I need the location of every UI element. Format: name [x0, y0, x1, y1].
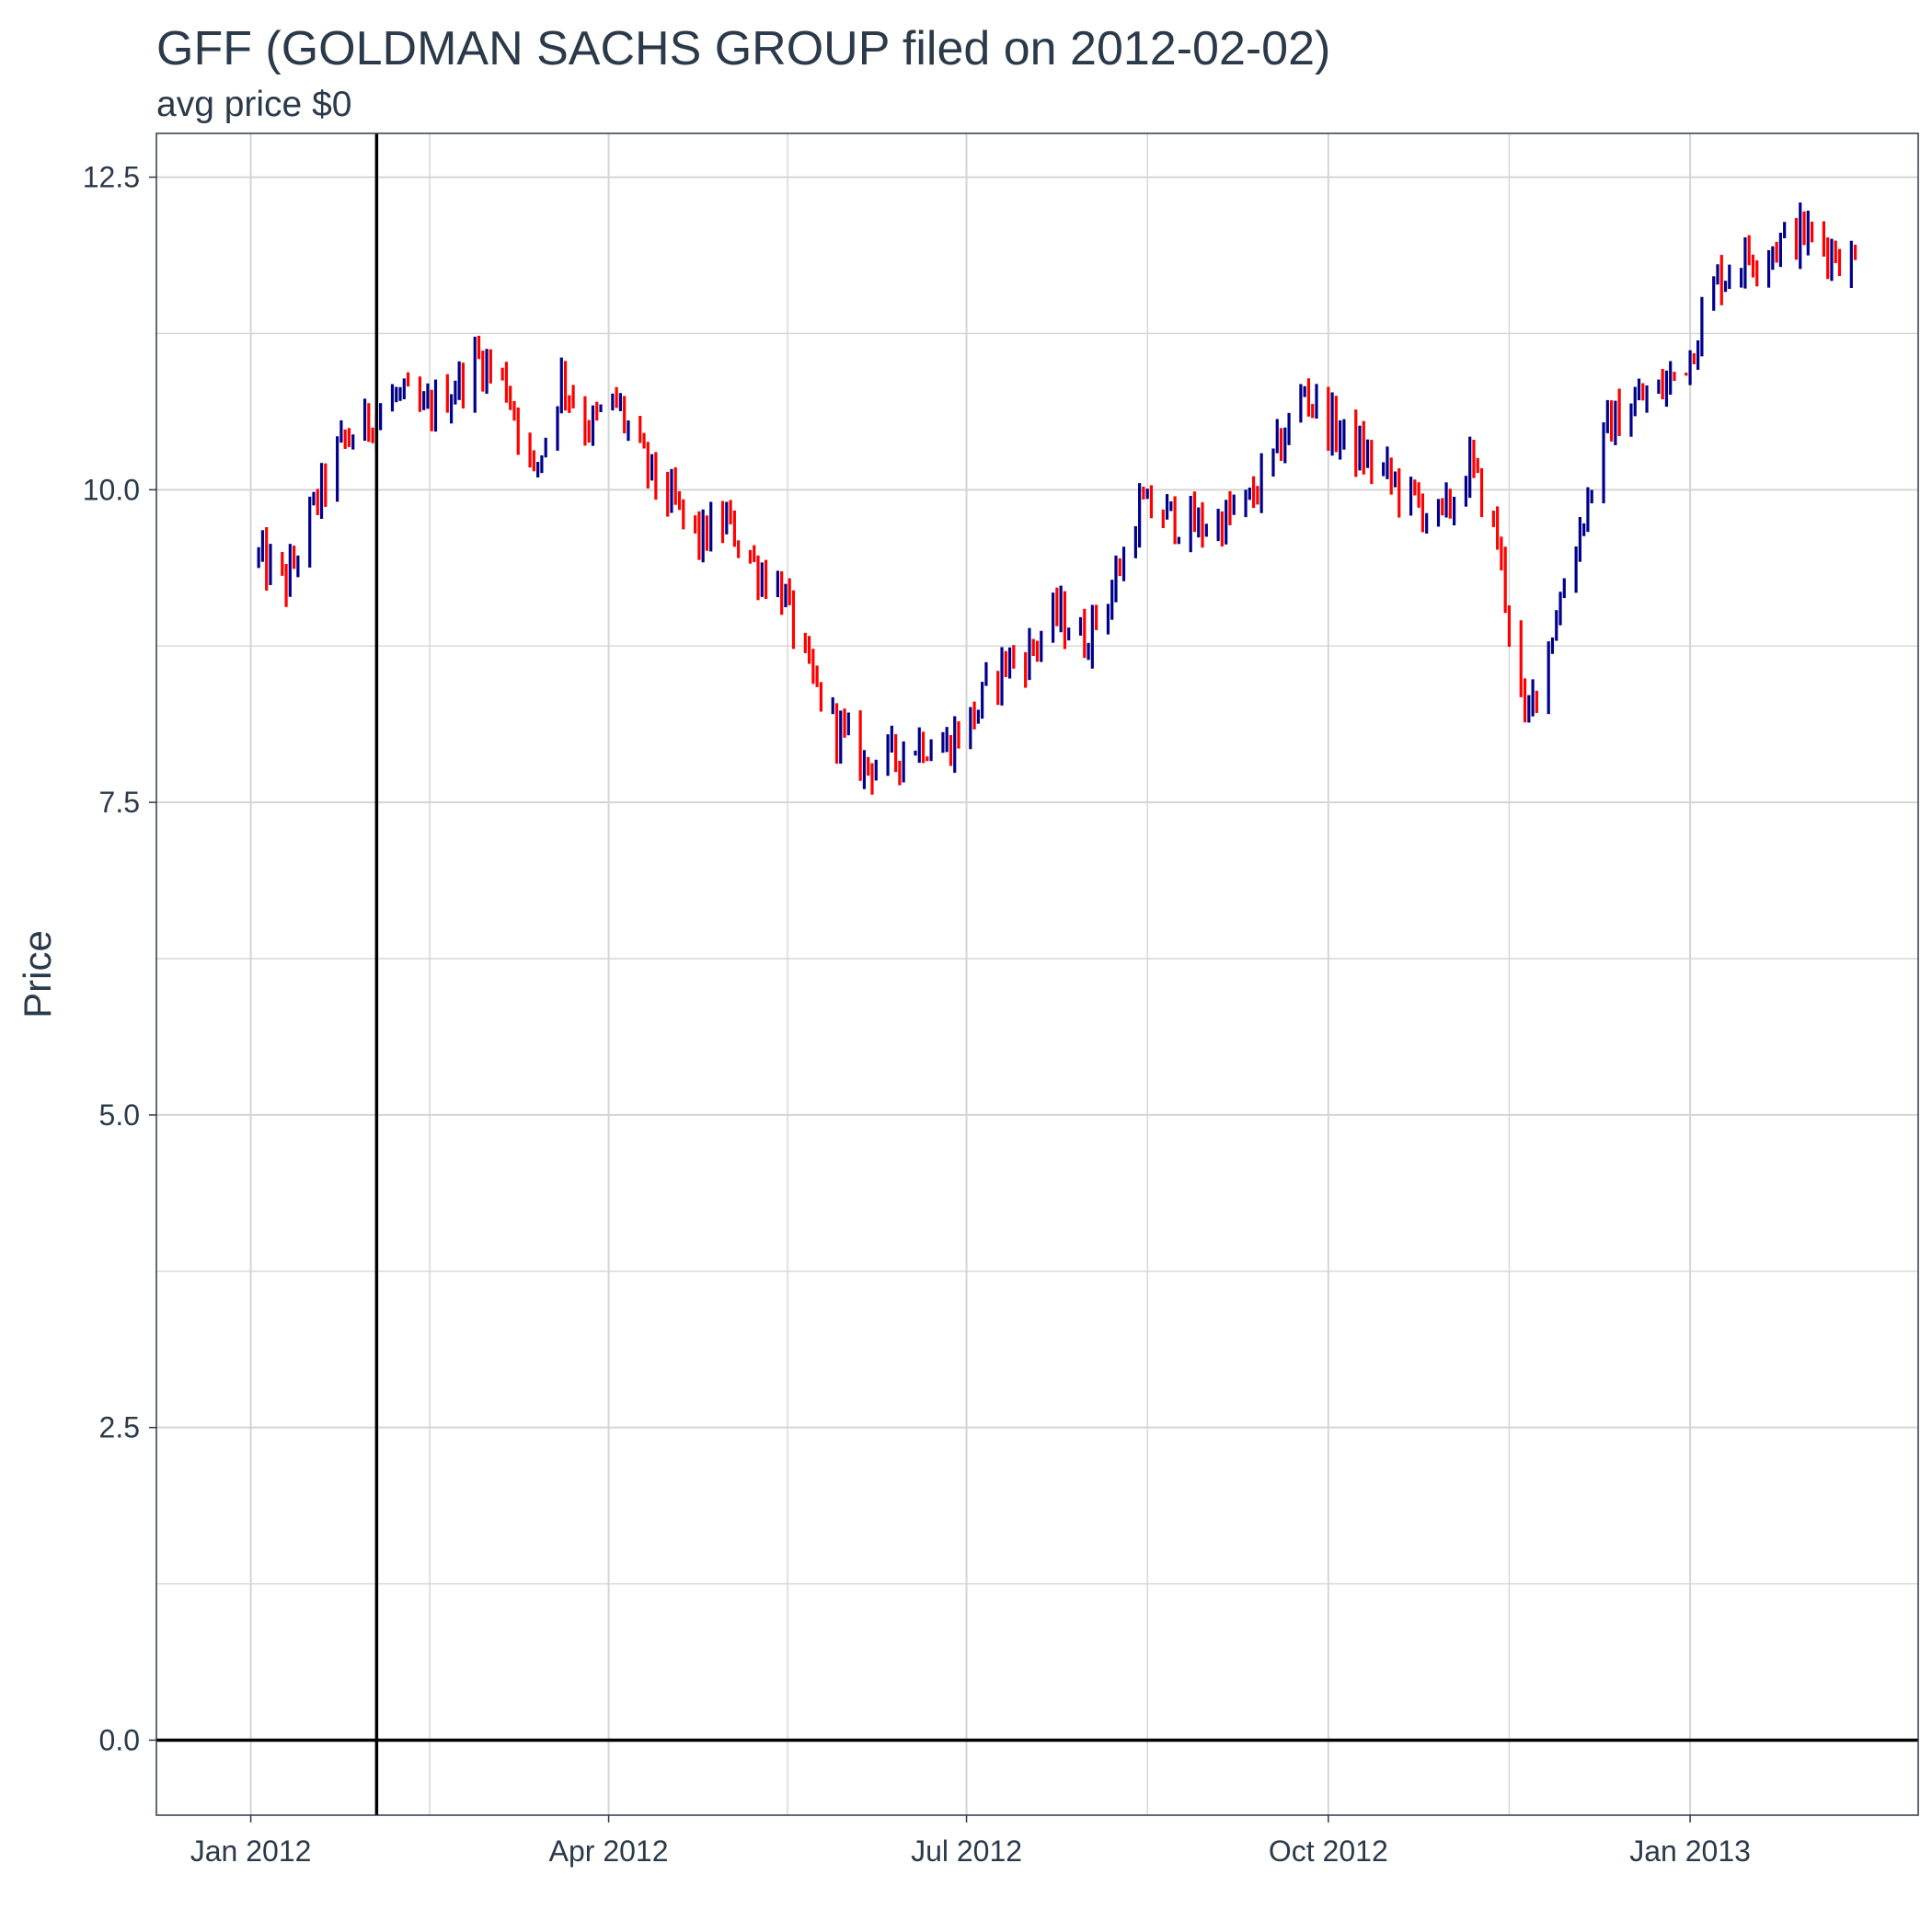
y-tick-label: 5.0 — [99, 1098, 140, 1132]
x-axis-ticks: Jan 2012 Apr 2012 Jul 2012 Oct 2012 Jan 2013 — [190, 1815, 1751, 1868]
x-tick-label: Jan 2013 — [1629, 1834, 1751, 1868]
x-tick-label: Apr 2012 — [549, 1834, 669, 1868]
y-tick-label: 7.5 — [99, 786, 140, 819]
y-tick-label: 10.0 — [83, 473, 140, 506]
chart-title: GFF (GOLDMAN SACHS GROUP filed on 2012-0… — [156, 22, 1330, 75]
x-tick-label: Oct 2012 — [1269, 1834, 1388, 1868]
y-tick-label: 12.5 — [83, 161, 140, 194]
chart-subtitle: avg price $0 — [156, 85, 351, 124]
reference-lines — [156, 133, 1918, 1815]
x-tick-label: Jan 2012 — [190, 1834, 312, 1868]
ohlc-bars — [257, 202, 1857, 795]
panel-border — [155, 132, 1919, 1816]
x-tick-label: Jul 2012 — [911, 1834, 1022, 1868]
grid-lines — [156, 133, 1918, 1815]
y-tick-label: 2.5 — [99, 1411, 140, 1444]
y-tick-label: 0.0 — [99, 1723, 140, 1756]
y-axis-label: Price — [16, 930, 59, 1018]
y-axis-ticks: 0.0 2.5 5.0 7.5 10.0 12.5 — [83, 161, 156, 1756]
